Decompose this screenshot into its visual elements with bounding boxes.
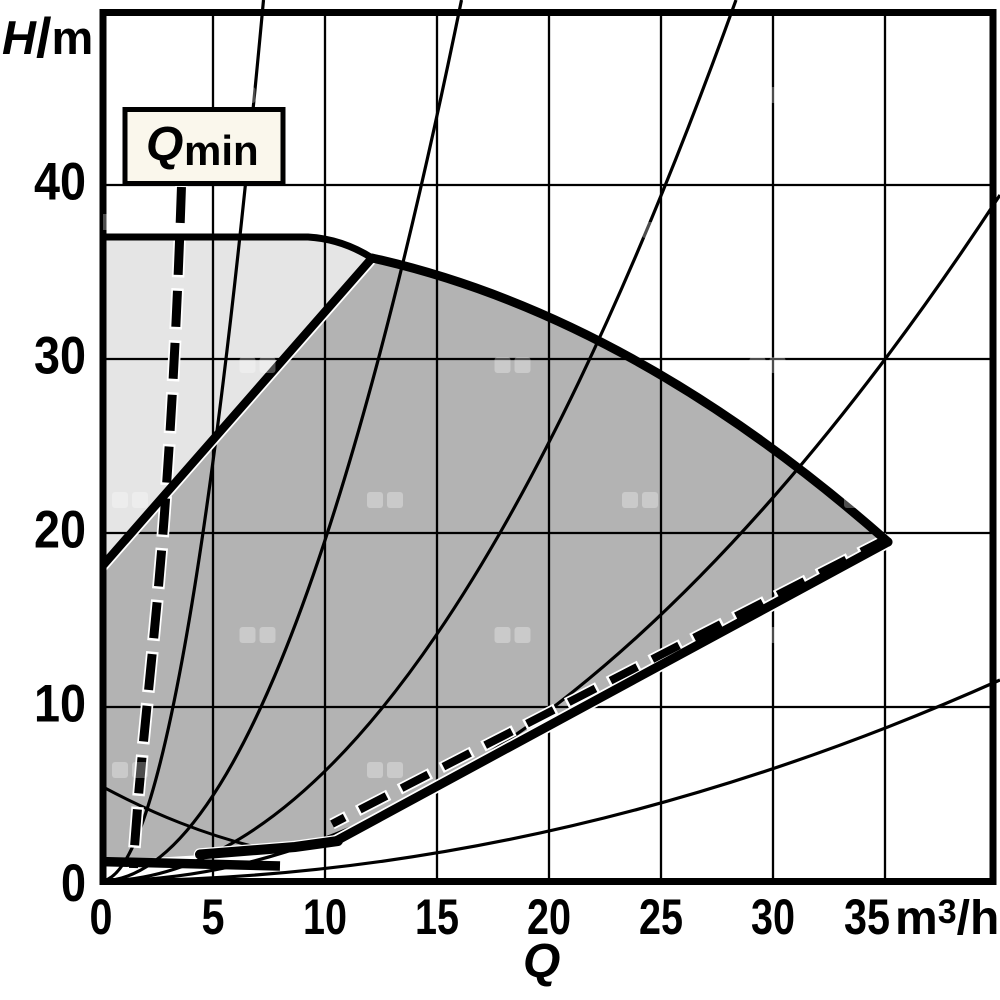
svg-text:40: 40 <box>34 153 86 212</box>
svg-text:Q: Q <box>523 935 560 988</box>
svg-text:25: 25 <box>639 889 683 945</box>
svg-text:20: 20 <box>527 889 571 945</box>
svg-text:10: 10 <box>34 675 86 734</box>
svg-text:35: 35 <box>844 889 890 945</box>
svg-text:20: 20 <box>34 501 86 560</box>
svg-text:H/m: H/m <box>2 6 93 69</box>
svg-text:30: 30 <box>751 889 795 945</box>
svg-text:0: 0 <box>90 889 113 945</box>
svg-text:0: 0 <box>61 854 86 913</box>
svg-text:10: 10 <box>303 889 347 945</box>
svg-text:Q: Q <box>146 118 183 171</box>
svg-text:5: 5 <box>202 889 225 945</box>
svg-text:min: min <box>184 127 259 174</box>
svg-text:30: 30 <box>34 327 86 386</box>
svg-text:15: 15 <box>415 889 459 945</box>
